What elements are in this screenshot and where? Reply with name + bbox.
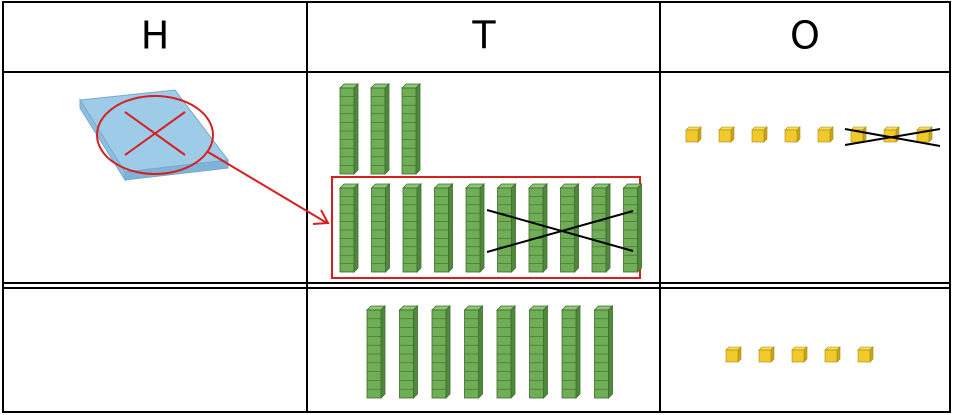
flat-side <box>79 98 126 182</box>
cube-side <box>836 346 841 363</box>
rod-side <box>353 183 359 273</box>
cube-side <box>869 346 874 363</box>
one-cube <box>784 129 798 143</box>
one-cube <box>857 349 871 363</box>
cube-side <box>928 126 933 143</box>
regroup-arrow <box>207 151 328 224</box>
cube-side <box>770 346 775 363</box>
one-cube <box>824 349 838 363</box>
cube-side <box>737 346 742 363</box>
rod-side <box>415 83 421 175</box>
header-ones: O <box>790 14 820 58</box>
rod-side <box>380 305 386 399</box>
cross-out <box>486 210 634 253</box>
rod-side <box>510 305 516 399</box>
regroup-circle <box>96 95 214 175</box>
arrow-head <box>312 209 330 225</box>
hundred-flat <box>79 89 229 182</box>
flat-top <box>79 89 229 173</box>
rod-side <box>478 305 483 399</box>
rod-side <box>511 183 516 273</box>
rod-side <box>479 183 485 273</box>
rod-side <box>542 183 548 273</box>
rod-side <box>353 83 359 175</box>
rod-side <box>608 305 613 399</box>
rod-side <box>445 305 451 399</box>
rod-side <box>605 183 611 273</box>
rod-side <box>385 183 390 273</box>
rod-side <box>413 305 418 399</box>
one-cube <box>758 349 772 363</box>
rod-side <box>575 305 581 399</box>
one-cube <box>725 349 739 363</box>
cube-side <box>763 126 768 143</box>
one-cube <box>751 129 765 143</box>
cube-side <box>730 126 735 143</box>
one-cube <box>685 129 699 143</box>
cube-side <box>803 346 808 363</box>
header-hundreds: H <box>141 14 170 58</box>
rod-side <box>416 183 422 273</box>
rod-side <box>637 183 642 273</box>
rod-side <box>448 183 453 273</box>
cube-side <box>697 126 702 143</box>
cross-out <box>124 111 186 156</box>
rod-side <box>384 83 390 175</box>
blocks <box>339 83 933 399</box>
cube-side <box>862 126 867 143</box>
one-cube <box>791 349 805 363</box>
cube-side <box>895 126 900 143</box>
cube-side <box>829 126 834 143</box>
cross-out <box>844 128 941 146</box>
one-cube <box>817 129 831 143</box>
rod-side <box>543 305 548 399</box>
cube-side <box>796 126 801 143</box>
one-cube <box>718 129 732 143</box>
header-tens: T <box>471 14 496 58</box>
